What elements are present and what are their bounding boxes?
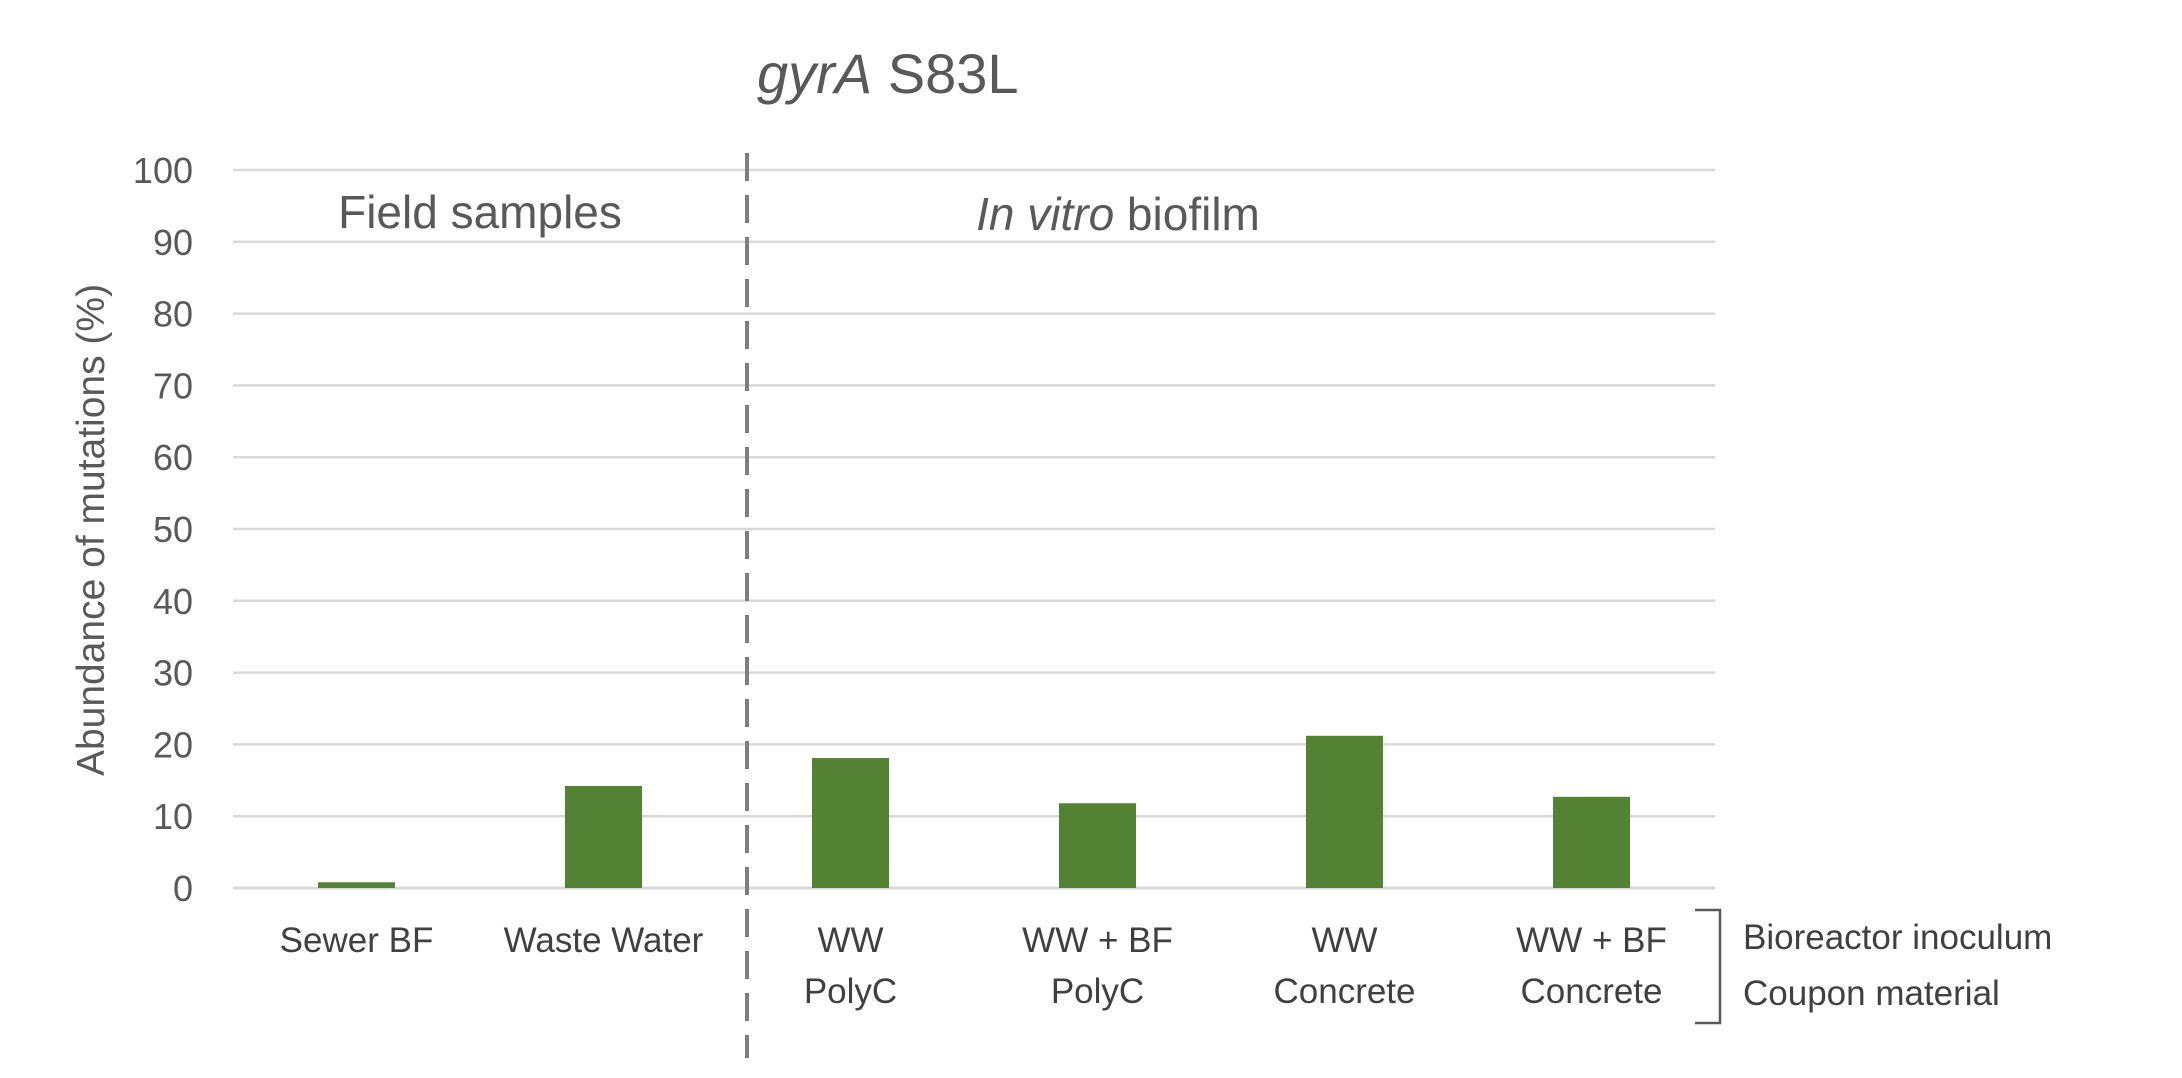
y-tick-label: 40 bbox=[153, 581, 193, 622]
bar bbox=[1059, 803, 1136, 888]
bars bbox=[318, 735, 1630, 888]
y-axis-ticks: 0 10 20 30 40 50 60 70 80 90 100 bbox=[133, 150, 193, 909]
x-tick-label-line2: Concrete bbox=[1520, 972, 1662, 1011]
x-tick-label: WW bbox=[1311, 921, 1377, 960]
chart-title-gene: gyrA bbox=[757, 42, 872, 105]
group-label-in-vitro: In vitro biofilm bbox=[976, 188, 1260, 240]
y-tick-label: 30 bbox=[153, 653, 193, 694]
y-tick-label: 0 bbox=[173, 868, 193, 909]
bar bbox=[1553, 796, 1630, 888]
y-tick-label: 50 bbox=[153, 509, 193, 550]
x-tick-label: Waste Water bbox=[504, 921, 704, 960]
chart-title: gyrA S83L bbox=[757, 42, 1019, 105]
bracket-label-inoculum: Bioreactor inoculum bbox=[1743, 918, 2052, 957]
x-tick-label-line2: Concrete bbox=[1273, 972, 1415, 1011]
y-tick-label: 60 bbox=[153, 437, 193, 478]
gridlines bbox=[233, 168, 1715, 818]
bracket-label-coupon: Coupon material bbox=[1743, 974, 2000, 1013]
y-axis-label: Abundance of mutations (%) bbox=[70, 284, 113, 776]
x-tick-label: WW + BF bbox=[1516, 921, 1667, 960]
group-label-in-vitro-italic: In vitro bbox=[976, 188, 1114, 240]
y-tick-label: 100 bbox=[133, 150, 193, 191]
y-tick-label: 10 bbox=[153, 796, 193, 837]
chart-title-mutation: S83L bbox=[872, 42, 1018, 105]
x-axis-labels: Sewer BF Waste Water WW PolyC WW + BF PolyC WW… bbox=[280, 921, 1667, 1011]
x-tick-label-line2: PolyC bbox=[804, 972, 897, 1011]
bracket bbox=[1695, 908, 1722, 1025]
group-label-field-samples: Field samples bbox=[338, 186, 622, 238]
group-label-in-vitro-rest: biofilm bbox=[1114, 188, 1260, 240]
x-tick-label-line2: PolyC bbox=[1051, 972, 1144, 1011]
y-tick-label: 20 bbox=[153, 724, 193, 765]
y-tick-label: 70 bbox=[153, 365, 193, 406]
bar bbox=[1306, 735, 1383, 888]
bar bbox=[565, 786, 642, 888]
x-tick-label: WW + BF bbox=[1022, 921, 1173, 960]
x-tick-label: WW bbox=[817, 921, 883, 960]
x-tick-label: Sewer BF bbox=[280, 921, 434, 960]
y-tick-label: 90 bbox=[153, 222, 193, 263]
bar bbox=[812, 758, 889, 888]
y-tick-label: 80 bbox=[153, 294, 193, 335]
bar bbox=[318, 882, 395, 888]
